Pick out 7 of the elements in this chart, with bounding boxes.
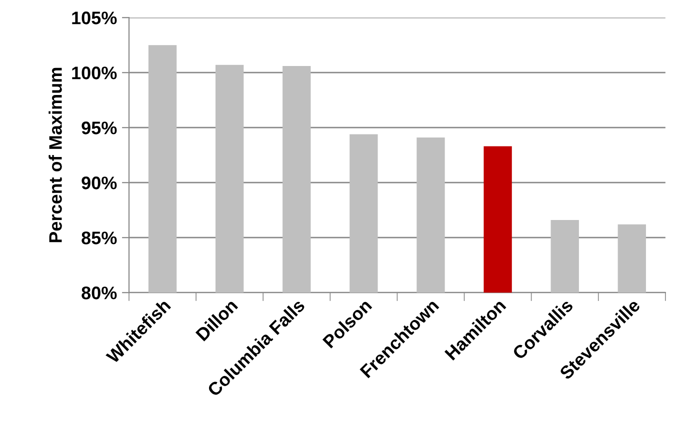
y-axis-title: Percent of Maximum <box>48 68 62 242</box>
y-tick-label: 85% <box>82 232 117 244</box>
y-tick-label: 100% <box>72 66 117 80</box>
y-tick-label: 105% <box>72 12 117 24</box>
y-tick-label: 95% <box>82 122 117 134</box>
y-tick-label: 90% <box>82 176 117 190</box>
y-tick-label: 80% <box>82 286 117 300</box>
